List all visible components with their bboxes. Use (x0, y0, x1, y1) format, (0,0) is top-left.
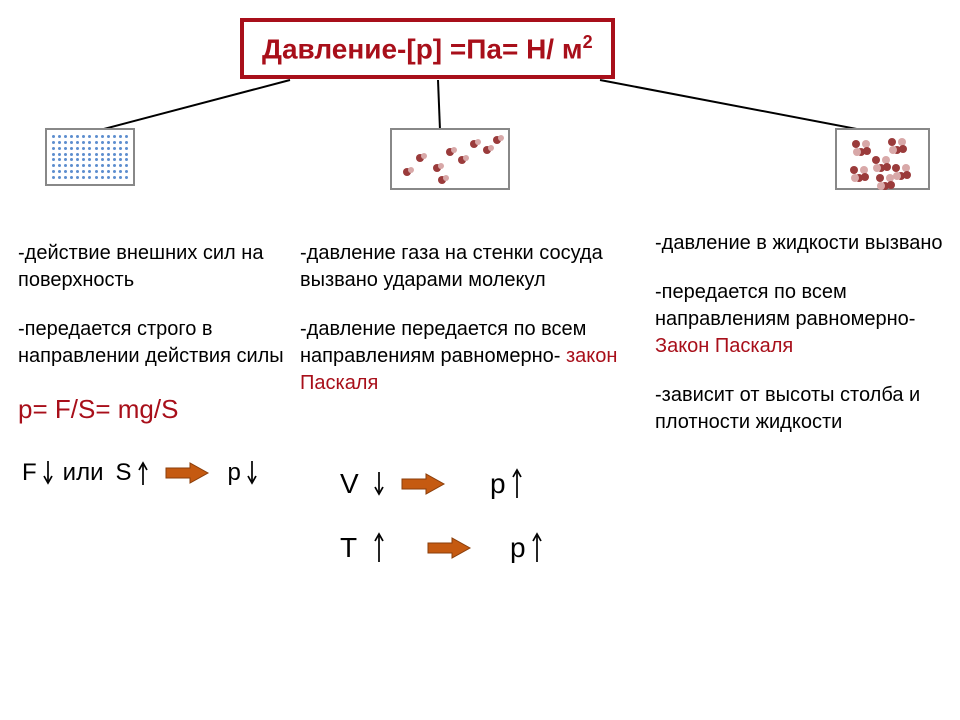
arrow-up-icon (530, 530, 544, 566)
col2-p2: -давление передается по всем направления… (300, 316, 620, 397)
col2-relations: V р T р (336, 462, 544, 590)
implies-arrow-icon (426, 534, 472, 562)
col1-formula: р= F/S= mg/S (18, 392, 288, 427)
arrow-down-icon (41, 459, 55, 487)
sym-T: T (340, 532, 368, 564)
pascal-law: Закон Паскаля (655, 335, 793, 357)
sym-or: или (63, 457, 104, 489)
implies-arrow-icon (400, 470, 446, 498)
sym-p: р (490, 468, 506, 500)
col1-p2: -передается строго в направлении действи… (18, 316, 288, 370)
col2-rel-V: V р (336, 462, 544, 506)
implies-arrow-icon (164, 459, 210, 487)
col3-p3: -зависит от высоты столба и плотности жи… (655, 382, 960, 436)
arrow-up-icon (372, 530, 386, 566)
arrow-down-icon (372, 470, 386, 498)
col3-p1: -давление в жидкости вызвано (655, 230, 960, 257)
sym-S: S (116, 457, 132, 489)
state-liquid-box (835, 128, 930, 190)
col2-rel-T: T р (336, 526, 544, 570)
title-box: Давление-[р] =Па= Н/ м2 (240, 18, 615, 79)
column-gas: -давление газа на стенки сосуда вызвано … (300, 240, 620, 419)
col3-p2: -передается по всем направлениям равноме… (655, 279, 960, 360)
column-liquid: -давление в жидкости вызвано -передается… (655, 230, 960, 458)
arrow-down-icon (245, 459, 259, 487)
sym-p: р (510, 532, 526, 564)
title-text: Давление-[р] =Па= Н/ м (262, 33, 583, 64)
sym-V: V (340, 468, 368, 500)
column-solid: -действие внешних сил на поверхность -пе… (18, 240, 288, 505)
state-gas-box (390, 128, 510, 190)
sym-p: р (228, 457, 241, 489)
col2-p1: -давление газа на стенки сосуда вызвано … (300, 240, 620, 294)
arrow-up-icon (136, 459, 150, 487)
col1-relation: F или S р (18, 451, 288, 495)
arrow-up-icon (510, 466, 524, 502)
sym-F: F (22, 457, 37, 489)
title-superscript: 2 (583, 32, 593, 52)
col1-p1: -действие внешних сил на поверхность (18, 240, 288, 294)
state-solid-box (45, 128, 135, 186)
